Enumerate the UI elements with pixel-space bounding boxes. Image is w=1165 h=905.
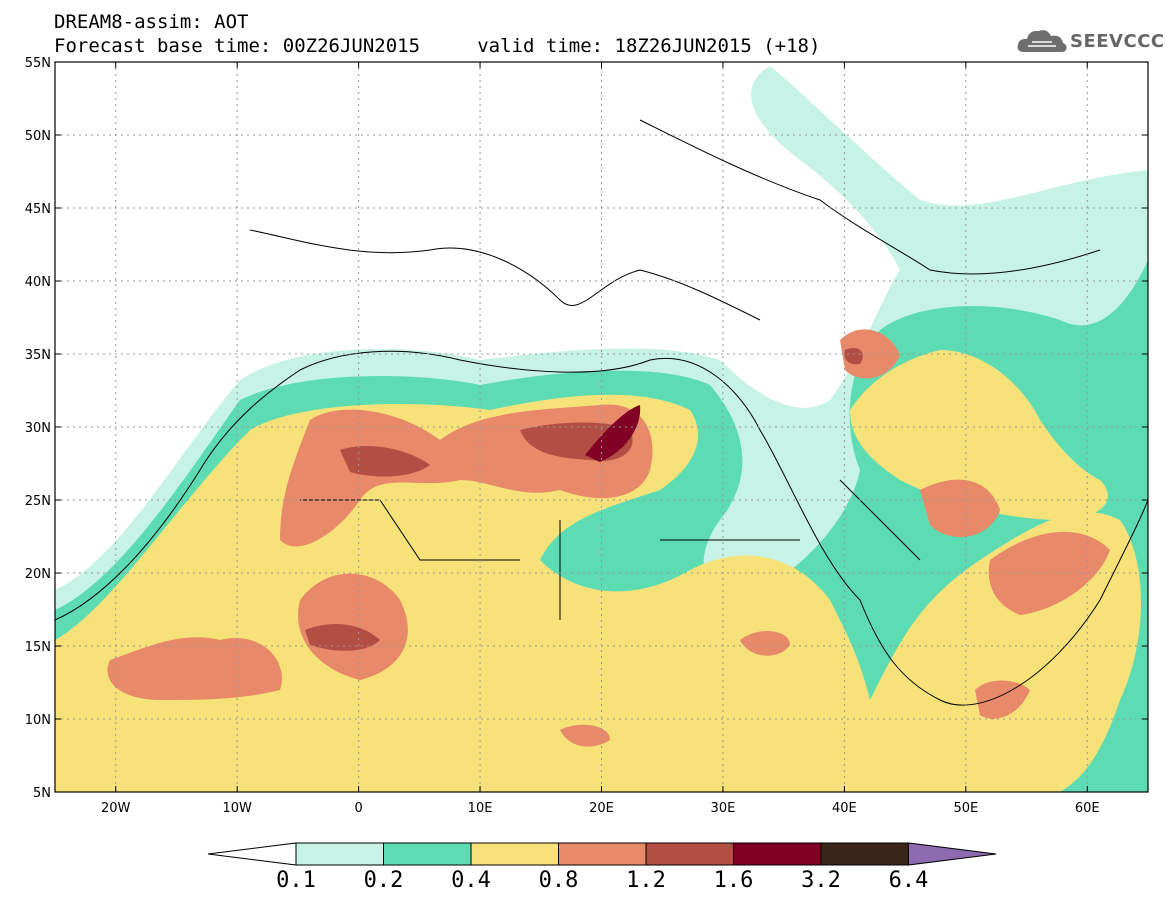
lat-tick-label: 15N (25, 640, 51, 655)
colorbar-swatch (558, 842, 647, 866)
lon-tick-label: 20W (101, 801, 131, 816)
lat-tick-label: 50N (25, 129, 51, 144)
colorbar-swatch (470, 842, 559, 866)
lon-tick-label: 10E (468, 801, 493, 816)
logo-text: SEEVCCC (1070, 31, 1165, 52)
aot-level-1.6 (585, 405, 641, 462)
colorbar-arrow-low (207, 842, 297, 866)
colorbar-swatch (733, 842, 822, 866)
lat-tick-label: 40N (25, 275, 51, 290)
lat-tick-label: 5N (33, 786, 51, 801)
colorbar-swatch (295, 842, 384, 866)
colorbar-swatch (383, 842, 472, 866)
forecast-time-line: Forecast base time: 00Z26JUN2015 valid t… (54, 35, 821, 57)
cloud-icon (1017, 30, 1067, 52)
colorbar-label: 3.2 (801, 868, 841, 893)
lon-tick-label: 50E (953, 801, 978, 816)
colorbar-label: 0.8 (539, 868, 579, 893)
lat-tick-label: 20N (25, 567, 51, 582)
map-title: DREAM8-assim: AOT (54, 11, 249, 33)
lat-tick-label: 10N (25, 713, 51, 728)
lon-tick-label: 0 (354, 801, 362, 816)
colorbar-swatch (820, 842, 909, 866)
colorbar-label: 0.4 (451, 868, 491, 893)
graticule (55, 62, 1148, 792)
lon-tick-label: 60E (1075, 801, 1100, 816)
lat-tick-label: 35N (25, 348, 51, 363)
colorbar-swatch (645, 842, 734, 866)
lon-tick-label: 30E (711, 801, 736, 816)
colorbar-label: 1.2 (626, 868, 666, 893)
lon-tick-label: 10W (222, 801, 252, 816)
lon-tick-label: 40E (832, 801, 857, 816)
colorbar-arrow-high (908, 842, 997, 866)
lat-tick-label: 25N (25, 494, 51, 509)
lat-tick-label: 45N (25, 202, 51, 217)
lat-tick-label: 55N (25, 56, 51, 71)
colorbar-label: 0.1 (276, 868, 316, 893)
lat-tick-label: 30N (25, 421, 51, 436)
colorbar-label: 0.2 (364, 868, 404, 893)
colorbar-label: 1.6 (714, 868, 754, 893)
lon-tick-label: 20E (589, 801, 614, 816)
seevccc-logo: SEEVCCC (1016, 26, 1164, 56)
colorbar-label: 6.4 (889, 868, 929, 893)
coastlines-borders (55, 119, 1148, 706)
colorbar: 0.1 0.2 0.4 0.8 1.2 1.6 3.2 6.4 (207, 842, 997, 893)
